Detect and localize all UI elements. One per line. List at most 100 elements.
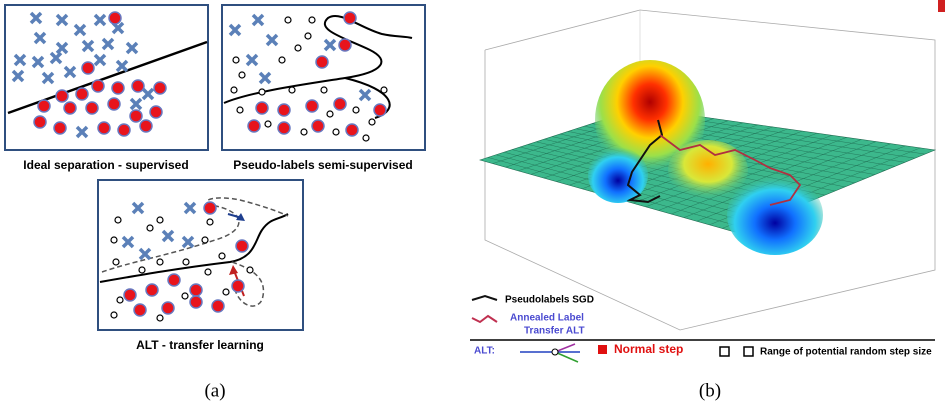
- cross-marker: [29, 11, 43, 25]
- surface-hill: [668, 140, 748, 200]
- labeled-point: [315, 55, 329, 69]
- cross-marker: [111, 21, 125, 35]
- labeled-point: [333, 97, 347, 111]
- labeled-point: [211, 299, 225, 313]
- cross-marker: [31, 55, 45, 69]
- labeled-point: [55, 89, 69, 103]
- cross-marker: [33, 31, 47, 45]
- unlabeled-point: [236, 106, 244, 114]
- legend-text: Range of potential random step size: [760, 347, 932, 358]
- unlabeled-point: [112, 258, 120, 266]
- unlabeled-point: [182, 258, 190, 266]
- alt-path: [659, 134, 802, 206]
- labeled-point: [338, 38, 352, 52]
- cross-marker: [258, 71, 272, 85]
- cross-marker: [131, 201, 145, 215]
- labeled-point: [81, 61, 95, 75]
- unlabeled-point: [308, 16, 316, 24]
- caption: ALT - transfer learning: [136, 338, 264, 352]
- legend-marker: [598, 345, 607, 354]
- unlabeled-point: [326, 110, 334, 118]
- mesh-line: [658, 137, 847, 211]
- cross-marker: [93, 13, 107, 27]
- unlabeled-point: [246, 266, 254, 274]
- arrow-head: [236, 213, 245, 221]
- unlabeled-point: [352, 106, 360, 114]
- legend-text: Annealed Label: [510, 313, 584, 324]
- labeled-point: [91, 79, 105, 93]
- unlabeled-point: [156, 314, 164, 322]
- cross-marker: [141, 87, 155, 101]
- unlabeled-point: [230, 86, 238, 94]
- labeled-point: [108, 11, 122, 25]
- unlabeled-point: [222, 288, 230, 296]
- unlabeled-point: [304, 32, 312, 40]
- unlabeled-point: [238, 71, 246, 79]
- labeled-point: [123, 288, 137, 302]
- labeled-point: [167, 273, 181, 287]
- unlabeled-point: [156, 216, 164, 224]
- labeled-point: [111, 81, 125, 95]
- unlabeled-point: [294, 44, 302, 52]
- legend-text: ALT:: [474, 346, 495, 357]
- cross-marker: [129, 97, 143, 111]
- labeled-point: [133, 303, 147, 317]
- unlabeled-point: [138, 266, 146, 274]
- cross-marker: [11, 69, 25, 83]
- labeled-point: [277, 103, 291, 117]
- labeled-point: [53, 121, 67, 135]
- unlabeled-point: [204, 268, 212, 276]
- subfigure-box: [97, 179, 304, 331]
- labeled-point: [189, 283, 203, 297]
- surface-well: [727, 175, 823, 255]
- labeled-point: [343, 11, 357, 25]
- unlabeled-point: [264, 120, 272, 128]
- legend-line: [471, 314, 498, 324]
- cross-marker: [138, 247, 152, 261]
- unlabeled-point: [284, 16, 292, 24]
- cross-marker: [41, 71, 55, 85]
- cross-marker: [265, 33, 279, 47]
- labeled-point: [75, 87, 89, 101]
- unlabeled-point: [110, 311, 118, 319]
- labeled-point: [235, 239, 249, 253]
- labeled-point: [149, 105, 163, 119]
- legend-marker: [719, 346, 730, 357]
- caption: Ideal separation - supervised: [23, 158, 188, 172]
- cross-marker: [251, 13, 265, 27]
- cross-marker: [63, 65, 77, 79]
- unlabeled-point: [146, 224, 154, 232]
- cross-marker: [55, 13, 69, 27]
- legend-marker: [551, 348, 559, 356]
- cross-marker: [13, 53, 27, 67]
- labeled-point: [305, 99, 319, 113]
- unlabeled-point: [300, 128, 308, 136]
- corner-mark: [938, 0, 945, 12]
- labeled-point: [63, 101, 77, 115]
- labeled-point: [345, 123, 359, 137]
- unlabeled-point: [232, 56, 240, 64]
- unlabeled-point: [288, 86, 296, 94]
- labeled-point: [107, 97, 121, 111]
- labeled-point: [85, 101, 99, 115]
- labeled-point: [255, 101, 269, 115]
- arrow-head: [229, 265, 238, 275]
- unlabeled-point: [368, 118, 376, 126]
- unlabeled-point: [320, 86, 328, 94]
- unlabeled-point: [218, 252, 226, 260]
- legend-text: Pseudolabels SGD: [505, 295, 594, 306]
- legend-text: Transfer ALT: [524, 326, 585, 337]
- labeled-point: [37, 99, 51, 113]
- axes-frame: [484, 9, 936, 200]
- cross-marker: [115, 59, 129, 73]
- cross-marker: [228, 23, 242, 37]
- cross-marker: [125, 41, 139, 55]
- cross-marker: [323, 38, 337, 52]
- labeled-point: [97, 121, 111, 135]
- labeled-point: [231, 279, 245, 293]
- labeled-point: [117, 123, 131, 137]
- cross-marker: [73, 23, 87, 37]
- legend-line: [471, 294, 498, 301]
- decision-boundary: [99, 213, 289, 283]
